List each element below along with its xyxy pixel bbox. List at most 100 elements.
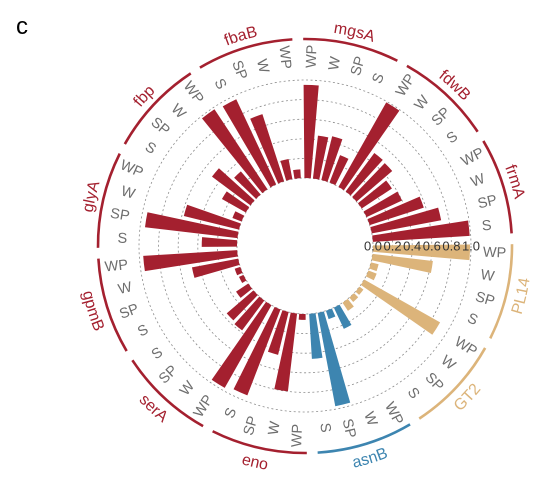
bar-label: SP	[241, 414, 262, 437]
group-label-PL14: PL14	[509, 276, 534, 316]
bar-GT2-W	[355, 286, 364, 295]
bar-label: SP	[339, 417, 359, 440]
bar-label: SP	[148, 114, 173, 139]
bar-fdwB-W	[345, 152, 383, 196]
radial-tick-label: 0.0	[364, 238, 382, 253]
bar-label: WP	[459, 145, 487, 170]
bar-eno-WP	[298, 313, 306, 320]
bar-eno-S	[233, 306, 281, 396]
bar-label: WP	[289, 424, 306, 448]
bar-PL14-WP	[372, 244, 471, 261]
bar-fbaB-W	[280, 158, 293, 181]
group-label-fdwB: fdwB	[436, 67, 474, 104]
bar-mgsA-WP	[303, 84, 319, 179]
bar-fbp-SP	[211, 168, 255, 206]
bar-label: S	[135, 322, 151, 341]
bar-label: W	[168, 101, 189, 122]
bar-label: S	[142, 139, 159, 158]
radial-tick-label: 0.2	[384, 238, 402, 253]
bar-glyA-S	[201, 237, 238, 247]
bar-label: W	[360, 410, 380, 429]
group-arc-mgsA	[303, 37, 398, 62]
bar-label: S	[211, 76, 230, 92]
bar-fdwB-WP	[338, 102, 400, 191]
bar-serA-S	[236, 283, 253, 298]
bar-label: W	[117, 279, 134, 298]
bar-asnB-SP	[317, 311, 351, 407]
bar-fdwB-S	[357, 180, 392, 209]
bar-mgsA-SP	[321, 136, 343, 182]
bar-asnB-WP	[333, 304, 352, 329]
bar-label: WP	[483, 245, 507, 262]
bar-asnB-S	[309, 313, 323, 359]
bar-label: S	[117, 231, 127, 247]
bar-eno-W	[274, 312, 298, 392]
bar-label: WP	[393, 71, 419, 99]
group-arc-gpmB	[97, 258, 128, 352]
bar-label: SP	[109, 206, 131, 225]
bar-PL14-SP	[369, 262, 379, 272]
bar-gpmB-SP	[234, 266, 243, 276]
bar-label: WP	[191, 392, 217, 420]
group-label-asnB: asnB	[351, 445, 390, 472]
bar-label: SP	[156, 362, 181, 387]
bar-asnB-W	[325, 308, 336, 320]
bar-label: WP	[104, 257, 129, 275]
bar-PL14-W	[371, 253, 433, 273]
bar-label: W	[469, 171, 488, 191]
radial-tick-label: 1.0	[462, 238, 480, 253]
bar-label: WP	[451, 334, 479, 360]
bar-label: SP	[473, 289, 496, 310]
bar-label: W	[479, 267, 495, 285]
group-arc-glyA	[96, 153, 121, 248]
grid-ring	[138, 79, 472, 413]
bar-label: WP	[275, 45, 293, 70]
bar-fbaB-SP	[250, 114, 285, 184]
bar-label: W	[326, 55, 344, 71]
bars-layer	[143, 84, 471, 407]
bar-fdwB-SP	[352, 163, 393, 202]
group-label-guide	[382, 45, 500, 155]
bar-label: SP	[422, 370, 447, 395]
bar-label: SP	[117, 301, 141, 323]
bar-frmA-WP	[363, 191, 403, 218]
bar-label: WP	[304, 44, 321, 68]
bar-frmA-S	[372, 220, 470, 242]
bar-GT2-WP	[360, 279, 441, 335]
bar-label: S	[222, 406, 241, 421]
radial-tick-label: 0.6	[423, 238, 441, 253]
bar-mgsA-W	[312, 135, 329, 180]
bar-fbaB-WP	[293, 169, 301, 179]
bar-GT2-SP	[349, 293, 359, 303]
group-arc-fbp	[123, 72, 192, 145]
bar-serA-WP	[211, 301, 272, 388]
group-arc-eno	[212, 430, 307, 455]
group-label-fbp: fbp	[130, 82, 158, 110]
bar-fbp-S	[221, 191, 250, 213]
bar-serA-W	[234, 296, 265, 331]
bar-label: WP	[180, 79, 207, 107]
bar-label: SP	[476, 192, 499, 212]
bar-label: W	[177, 378, 198, 399]
group-label-serA: serA	[136, 391, 172, 426]
group-arc-fdwB	[406, 64, 479, 133]
bar-mgsA-S	[329, 155, 349, 186]
group-arc-GT2	[418, 347, 487, 420]
bar-label: S	[481, 218, 492, 235]
bar-glyA-WP	[232, 211, 245, 222]
bar-fbp-WP	[201, 109, 268, 194]
bar-label: S	[149, 345, 166, 364]
bar-PL14-S	[365, 270, 377, 281]
panel-letter: c	[16, 13, 28, 40]
bar-label: WP	[118, 157, 146, 181]
radial-tick-label: 0.4	[403, 238, 421, 253]
bar-gpmB-W	[191, 258, 240, 278]
bar-fbp-W	[234, 171, 261, 199]
bar-glyA-W	[183, 204, 241, 230]
group-arc-fbaB	[199, 38, 293, 69]
bar-label: W	[266, 420, 284, 436]
bar-label: SP	[348, 55, 369, 78]
group-arc-PL14	[489, 244, 514, 339]
